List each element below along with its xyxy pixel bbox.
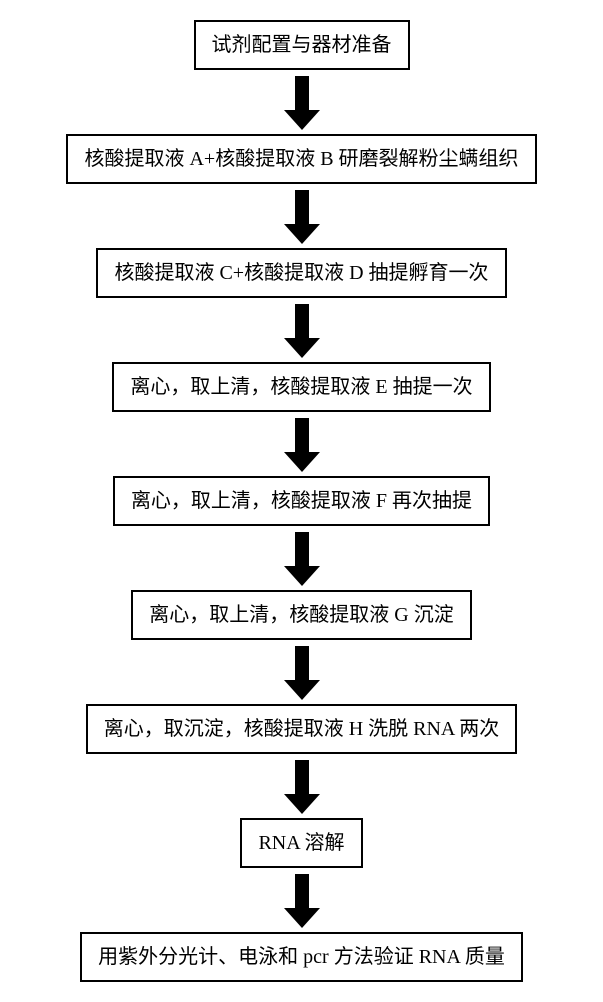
flowchart-node-step9: 用紫外分光计、电泳和 pcr 方法验证 RNA 质量 [80,932,523,982]
flowchart-arrow [284,190,320,244]
flowchart-arrow [284,418,320,472]
flowchart-arrow [284,874,320,928]
flowchart-arrow [284,304,320,358]
flowchart-node-step4: 离心，取上清，核酸提取液 E 抽提一次 [112,362,490,412]
flowchart-node-step1: 试剂配置与器材准备 [194,20,410,70]
flowchart-node-step8: RNA 溶解 [240,818,362,868]
flowchart-node-step3: 核酸提取液 C+核酸提取液 D 抽提孵育一次 [96,248,506,298]
flowchart-node-step6: 离心，取上清，核酸提取液 G 沉淀 [131,590,471,640]
flowchart-node-step5: 离心，取上清，核酸提取液 F 再次抽提 [113,476,490,526]
flowchart-arrow [284,532,320,586]
flowchart-container: 试剂配置与器材准备核酸提取液 A+核酸提取液 B 研磨裂解粉尘螨组织核酸提取液 … [66,20,536,982]
flowchart-arrow [284,646,320,700]
flowchart-arrow [284,76,320,130]
flowchart-node-step2: 核酸提取液 A+核酸提取液 B 研磨裂解粉尘螨组织 [66,134,536,184]
flowchart-arrow [284,760,320,814]
flowchart-node-step7: 离心，取沉淀，核酸提取液 H 洗脱 RNA 两次 [86,704,518,754]
